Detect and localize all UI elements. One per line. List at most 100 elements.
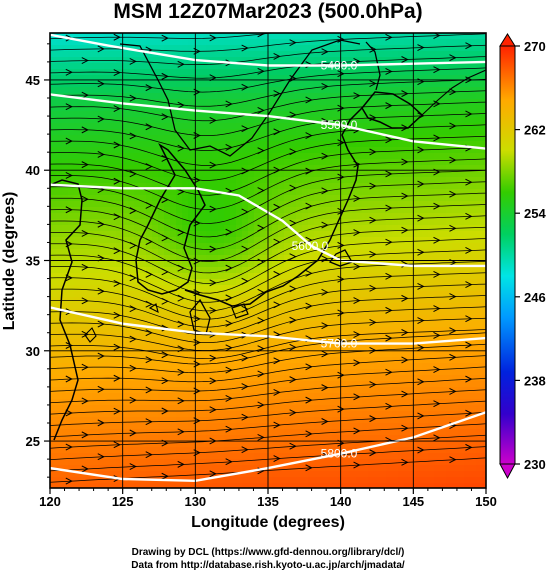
flow-arrow	[337, 275, 345, 283]
flow-arrow	[273, 203, 281, 211]
flow-arrow	[129, 463, 137, 470]
flow-arrow	[353, 229, 361, 237]
flow-arrow	[241, 383, 249, 390]
flow-arrow	[177, 264, 185, 272]
colorbar-min-arrow	[499, 463, 516, 480]
flow-arrow	[257, 288, 265, 296]
flow-arrow	[97, 352, 105, 360]
flow-arrow	[433, 66, 441, 74]
flow-arrow	[273, 128, 281, 136]
flow-arrow	[369, 80, 377, 87]
flow-arrow	[177, 428, 185, 436]
flow-arrow	[97, 453, 105, 461]
flow-arrow	[145, 386, 153, 394]
flow-arrow	[273, 421, 281, 429]
flow-arrow	[257, 187, 265, 195]
flow-arrow	[465, 178, 473, 186]
flow-arrow	[337, 405, 345, 413]
flow-arrow	[369, 182, 377, 190]
x-tick-label: 145	[402, 494, 424, 509]
flow-arrow	[353, 57, 361, 65]
flow-arrow	[401, 458, 409, 466]
flow-arrow	[257, 33, 265, 38]
flow-arrow	[209, 34, 217, 42]
flow-arrow	[209, 377, 217, 385]
x-tick-label: 140	[330, 494, 352, 509]
flow-arrow	[241, 446, 249, 454]
x-axis-ticks: 120 125 130 135 140 145 150	[39, 488, 497, 509]
x-axis-label: Longitude (degrees)	[191, 514, 345, 531]
flow-arrow	[65, 137, 73, 145]
flow-arrow	[209, 307, 217, 314]
credit-data: Data from http://database.rish.kyoto-u.a…	[131, 560, 405, 571]
flow-arrow	[177, 294, 185, 302]
flow-arrow	[225, 264, 233, 272]
flow-arrow	[401, 390, 409, 398]
flow-arrow	[225, 320, 233, 327]
flow-arrow	[337, 35, 345, 43]
flow-arrow	[385, 204, 393, 212]
flow-arrow	[81, 330, 89, 338]
flow-arrow	[81, 126, 89, 134]
flow-arrow	[145, 418, 153, 426]
flow-arrow	[465, 341, 473, 349]
colorbar: 230 238 246 254 262 270	[499, 33, 546, 480]
flow-arrow	[353, 194, 361, 202]
flow-arrow	[81, 363, 89, 371]
flow-arrow	[433, 400, 441, 408]
flow-arrow	[209, 245, 217, 253]
flow-arrow	[449, 293, 457, 301]
flow-arrow	[145, 238, 153, 246]
flow-arrow	[353, 393, 361, 401]
flow-arrow	[369, 216, 377, 224]
colorbar-tick-label: 262	[524, 123, 546, 138]
flow-arrow	[401, 356, 409, 364]
flow-arrow	[402, 22, 408, 28]
flow-arrow	[465, 281, 473, 289]
flow-arrow	[289, 184, 297, 192]
flow-arrow	[449, 224, 457, 232]
flow-arrow	[97, 80, 105, 88]
flow-arrow	[385, 272, 393, 280]
y-tick-label: 25	[26, 434, 40, 449]
flow-arrow	[321, 221, 329, 229]
flow-arrow	[401, 56, 409, 63]
flow-arrow	[129, 429, 137, 437]
flow-arrow	[273, 270, 281, 278]
flow-arrow	[337, 104, 345, 112]
flow-arrow	[177, 397, 185, 405]
x-tick-label: 125	[112, 494, 134, 509]
flow-arrow	[385, 402, 393, 410]
flow-arrow	[465, 110, 473, 118]
flow-arrow	[81, 297, 89, 305]
flow-arrow	[145, 270, 153, 278]
flow-arrow	[161, 407, 169, 415]
flow-arrow	[129, 94, 137, 102]
flow-arrow	[433, 202, 441, 210]
flow-arrow	[449, 54, 457, 62]
flow-arrow	[241, 277, 249, 285]
x-tick-label: 135	[257, 494, 279, 509]
colorbar-tick-label: 246	[524, 290, 546, 305]
flow-arrow	[465, 375, 473, 383]
flow-arrow	[225, 458, 233, 466]
flow-arrow	[81, 465, 89, 473]
y-tick-label: 40	[26, 163, 40, 178]
flow-arrow	[385, 170, 393, 178]
flow-arrow	[321, 187, 329, 195]
flow-arrow	[257, 433, 265, 441]
colorbar-tick-label: 270	[524, 39, 546, 54]
flow-arrow	[289, 253, 297, 261]
flow-arrow	[97, 287, 105, 295]
flow-arrow	[97, 45, 105, 53]
flow-arrow	[241, 413, 249, 421]
flow-arrow	[385, 102, 393, 110]
flow-arrow	[241, 167, 249, 175]
flow-arrow	[417, 378, 425, 386]
flow-arrow	[417, 248, 425, 256]
flow-arrow	[161, 297, 169, 305]
colorbar-ticks: 230 238 246 254 262 270	[515, 39, 546, 472]
flow-arrow	[385, 368, 393, 376]
flow-arrow	[449, 21, 455, 27]
flow-arrow	[321, 152, 329, 160]
